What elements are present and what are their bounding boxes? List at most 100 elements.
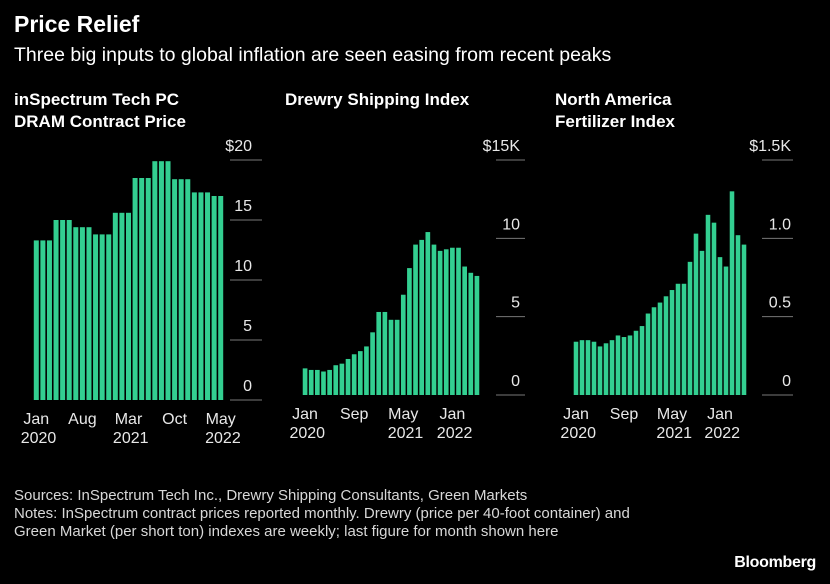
bar: [443, 249, 449, 395]
bar: [339, 363, 345, 395]
y-tick-label: 10: [234, 258, 252, 275]
x-tick-label: Jan 2022: [700, 406, 740, 442]
bar: [651, 307, 657, 395]
bar: [79, 227, 85, 400]
chart-title: inSpectrum Tech PC: [14, 90, 179, 109]
bar: [112, 212, 118, 400]
bar: [345, 358, 351, 395]
bar: [218, 196, 224, 400]
bar: [145, 178, 151, 400]
chart-title: Fertilizer Index: [555, 112, 676, 131]
sources: Sources: InSpectrum Tech Inc., Drewry Sh…: [14, 487, 528, 504]
bar: [585, 340, 591, 395]
bar: [645, 313, 651, 395]
chart-title: North America: [555, 90, 672, 109]
bar: [663, 296, 669, 395]
y-tick-label: $20: [225, 138, 252, 155]
bar: [185, 179, 191, 400]
bar: [711, 222, 717, 395]
x-tick-label: May 2022: [201, 411, 241, 447]
bar: [178, 179, 184, 400]
bar: [468, 272, 474, 395]
bar: [573, 341, 579, 395]
bar: [627, 335, 633, 395]
bar: [33, 240, 39, 400]
bar: [741, 244, 747, 395]
chart-title: DRAM Contract Price: [14, 112, 186, 131]
bar: [351, 354, 357, 395]
bar: [40, 240, 46, 400]
bar: [705, 214, 711, 395]
bar: [66, 220, 72, 400]
x-tick-label: Jan 2020: [16, 411, 56, 447]
bar: [321, 371, 326, 395]
bar: [394, 319, 400, 395]
bar: [158, 161, 164, 400]
bar: [450, 247, 455, 395]
y-tick-label: 5: [243, 318, 252, 335]
bar: [53, 220, 59, 400]
bar: [609, 340, 615, 395]
bar: [633, 330, 639, 395]
bar: [382, 311, 388, 395]
bar: [717, 257, 723, 395]
x-tick-label: Sep: [340, 406, 369, 423]
bar: [621, 337, 627, 395]
bar: [591, 341, 597, 395]
bar: [211, 196, 217, 400]
bar: [315, 369, 320, 395]
bar: [73, 227, 79, 400]
x-tick-label: Jan 2020: [556, 406, 596, 442]
bar: [333, 365, 339, 395]
bar: [687, 261, 693, 395]
bar: [302, 368, 308, 395]
bar: [669, 290, 675, 395]
bar: [46, 240, 52, 400]
bar: [407, 268, 412, 395]
y-tick-label: 0: [782, 373, 791, 390]
bar: [99, 234, 105, 400]
bar: [462, 266, 467, 395]
bar: [388, 319, 394, 395]
bar: [437, 250, 443, 395]
bar: [615, 335, 621, 395]
bar: [431, 244, 437, 395]
bar: [376, 311, 382, 395]
chart-title: Drewry Shipping Index: [285, 90, 470, 109]
bar: [125, 212, 132, 400]
bar: [639, 326, 645, 395]
bar: [370, 332, 375, 395]
y-tick-label: 5: [511, 295, 520, 312]
bar: [172, 179, 178, 400]
subtitle: Three big inputs to global inflation are…: [14, 44, 612, 66]
bar: [139, 178, 145, 400]
y-tick-label: 0: [243, 378, 252, 395]
bar: [579, 340, 585, 395]
bar: [699, 250, 705, 395]
x-tick-label: Mar 2021: [108, 411, 148, 447]
bar: [603, 343, 609, 395]
bar: [657, 302, 663, 395]
bar: [191, 192, 197, 400]
bar: [419, 239, 425, 395]
bar: [93, 234, 99, 400]
brand-logo: Bloomberg: [734, 554, 816, 571]
bar: [456, 247, 461, 395]
footer: Sources: InSpectrum Tech Inc., Drewry Sh…: [14, 487, 664, 541]
bar: [152, 161, 158, 400]
bar: [165, 161, 171, 400]
x-tick-label: Jan 2020: [285, 406, 325, 442]
title: Price Relief: [14, 11, 140, 37]
bar: [60, 220, 66, 400]
bar: [425, 232, 431, 395]
x-tick-label: May 2021: [652, 406, 692, 442]
x-tick-label: Sep: [610, 406, 639, 423]
y-tick-label: 10: [502, 216, 520, 233]
y-tick-label: 0: [511, 373, 520, 390]
y-tick-label: $1.5K: [749, 138, 791, 155]
x-tick-label: Oct: [162, 411, 187, 428]
y-tick-label: 0.5: [769, 295, 791, 312]
bar: [400, 294, 406, 395]
